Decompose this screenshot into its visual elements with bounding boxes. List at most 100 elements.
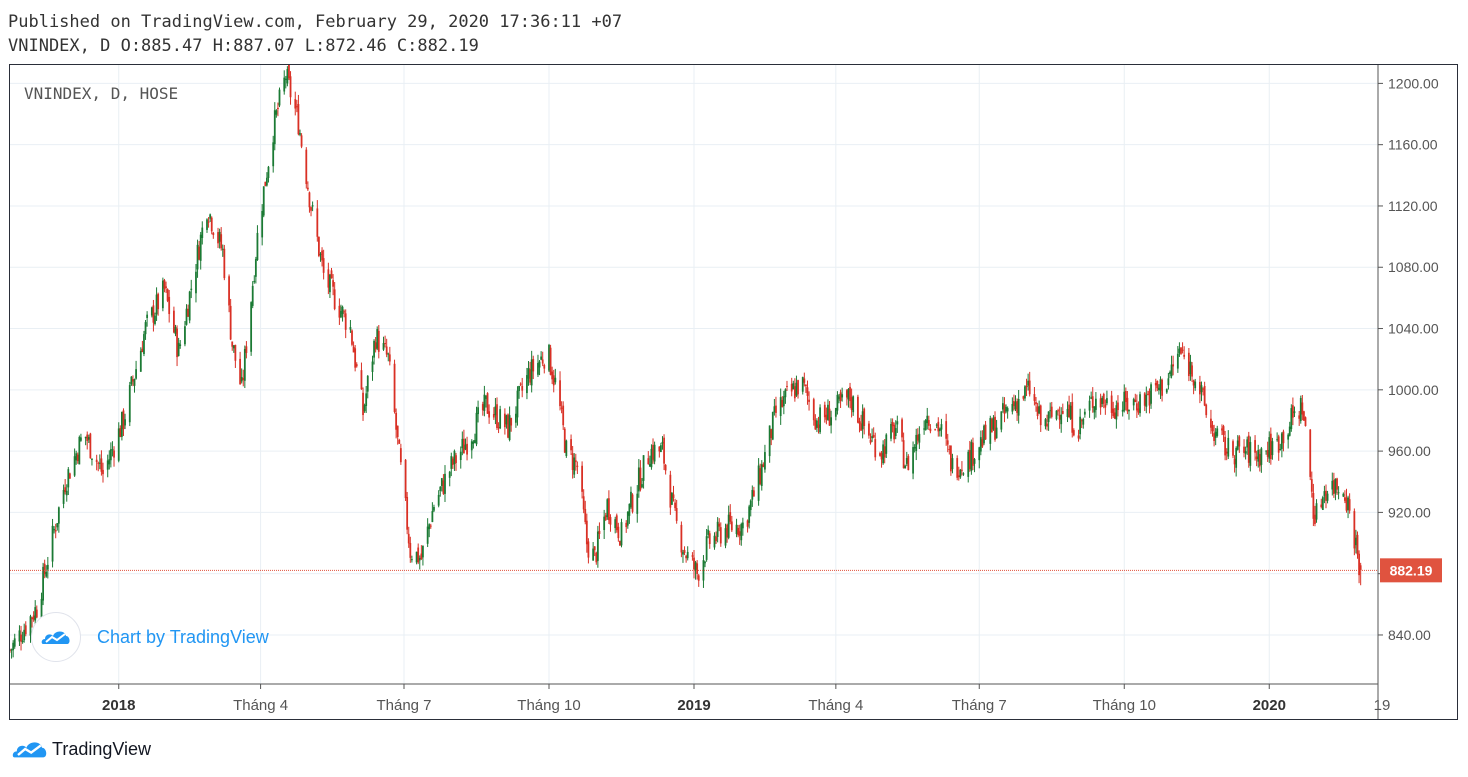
- candle-47: [111, 441, 114, 457]
- candle-165: [373, 339, 375, 365]
- candle-body: [1080, 420, 1083, 422]
- candle-200: [450, 452, 453, 477]
- candle-body: [220, 234, 223, 249]
- candle-550: [1222, 424, 1225, 442]
- candle-body: [948, 448, 951, 450]
- candle-body: [1331, 480, 1334, 490]
- candle-body: [284, 78, 287, 80]
- time-axis[interactable]: 2018 Tháng 4 Tháng 7 Tháng 10 2019 Tháng 4 Thá…: [102, 684, 1390, 714]
- candle-body: [708, 533, 711, 545]
- candle-449: [1000, 411, 1003, 433]
- candle-body: [672, 494, 675, 499]
- candle-body: [1126, 397, 1129, 412]
- candle-body: [797, 380, 799, 395]
- footer-brand[interactable]: TradingView: [12, 738, 151, 760]
- tradingview-watermark[interactable]: Chart by TradingView: [31, 612, 269, 662]
- candle-body: [592, 548, 595, 561]
- candle-body: [429, 525, 432, 527]
- candle-141: [319, 252, 322, 262]
- candle-body: [1071, 401, 1074, 433]
- candle-body: [343, 311, 346, 313]
- candle-body: [40, 598, 43, 619]
- candle-body: [872, 435, 875, 438]
- candle-199: [448, 470, 451, 487]
- candle-body: [76, 454, 79, 462]
- candle-234: [526, 367, 528, 400]
- candle-363: [808, 391, 810, 411]
- candle-body: [97, 462, 100, 464]
- candle-87: [199, 231, 202, 270]
- candle-276: [617, 522, 620, 542]
- candle-body: [554, 377, 557, 383]
- candle-body: [768, 425, 771, 457]
- candle-387: [861, 404, 864, 439]
- candle-23: [57, 506, 60, 533]
- candle-529: [1176, 346, 1179, 373]
- candle-269: [603, 509, 606, 539]
- candle-body: [187, 308, 189, 317]
- candle-75: [174, 324, 177, 337]
- candle-body: [481, 404, 484, 411]
- candle-540: [1200, 381, 1203, 402]
- candle-body: [1112, 408, 1115, 417]
- candle-395: [880, 451, 883, 468]
- candle-body: [894, 428, 897, 436]
- candle-151: [341, 305, 344, 322]
- candle-461: [1025, 378, 1028, 397]
- candle-102: [232, 345, 235, 353]
- candle-body: [234, 344, 237, 361]
- candle-245: [549, 344, 552, 376]
- candle-body: [155, 294, 158, 315]
- candle-597: [1325, 484, 1327, 509]
- candle-body: [620, 522, 623, 546]
- price-chart[interactable]: 840.00 920.00 960.00 1000.00 1040.00 1080.00 1…: [10, 65, 1457, 719]
- chart-frame[interactable]: 840.00 920.00 960.00 1000.00 1040.00 1080.00 1…: [9, 64, 1458, 720]
- candle-body: [294, 99, 297, 109]
- candle-body: [1066, 408, 1069, 417]
- candle-172: [387, 352, 390, 362]
- candle-285: [637, 459, 640, 498]
- candle-body: [1154, 382, 1157, 386]
- candle-body: [1282, 431, 1285, 444]
- candle-body: [1017, 399, 1020, 416]
- candle-body: [827, 404, 829, 420]
- candle-body: [994, 416, 996, 440]
- candle-39: [95, 454, 98, 471]
- candle-261: [584, 500, 587, 525]
- candle-body: [972, 442, 974, 466]
- candle-body: [306, 187, 309, 190]
- y-tick-label: 1080.00: [1388, 259, 1439, 275]
- candle-94: [217, 227, 219, 249]
- price-axis[interactable]: 840.00 920.00 960.00 1000.00 1040.00 1080.00 1…: [1378, 75, 1439, 643]
- candle-541: [1202, 387, 1204, 396]
- candle-body: [483, 394, 486, 411]
- candle-120: [273, 102, 276, 151]
- candle-body: [1099, 398, 1102, 408]
- candle-228: [510, 417, 513, 432]
- candle-305: [682, 549, 684, 563]
- candle-body: [1104, 404, 1107, 408]
- candle-body: [1011, 404, 1014, 412]
- candle-333: [741, 517, 744, 536]
- candle-379: [845, 389, 848, 406]
- candle-body: [84, 436, 87, 439]
- candle-206: [462, 429, 465, 454]
- candle-236: [529, 361, 531, 386]
- candle-17: [45, 565, 48, 578]
- candle-216: [485, 395, 487, 408]
- candle-76: [176, 325, 178, 367]
- candle-321: [716, 517, 719, 543]
- candle-body: [883, 446, 886, 458]
- candle-115: [262, 186, 265, 218]
- candle-9: [29, 614, 32, 643]
- candle-body: [376, 329, 379, 349]
- candle-body: [113, 450, 115, 458]
- candle-117: [265, 172, 268, 187]
- candle-body: [239, 358, 242, 385]
- candle-body: [102, 469, 104, 475]
- candle-body: [636, 493, 639, 514]
- candle-595: [1321, 495, 1324, 511]
- candle-448: [995, 419, 998, 439]
- candle-body: [683, 550, 686, 554]
- candle-body: [1049, 410, 1052, 412]
